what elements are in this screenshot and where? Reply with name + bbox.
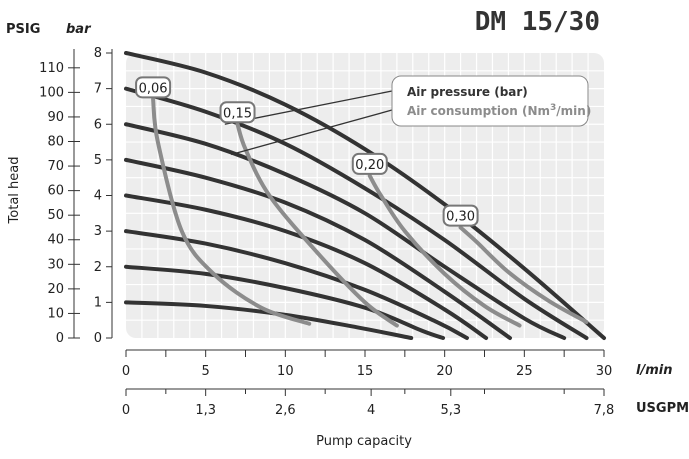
- y-psig-tick-label: 110: [39, 61, 64, 76]
- air-pressure-curve: [124, 86, 589, 340]
- consumption-tag: 0,06: [135, 76, 172, 99]
- y-unit-psig: PSIG: [6, 22, 40, 37]
- y-psig-tick-label: 30: [47, 257, 64, 272]
- x-usgpm-tick-label: 5,3: [440, 403, 461, 418]
- air-pressure-curve: [124, 157, 512, 340]
- air-consumption-curve: [235, 122, 399, 328]
- legend-air-consumption: Air consumption (Nm3/min): [407, 103, 591, 118]
- x-axis-label: Pump capacity: [316, 434, 412, 449]
- y-bar-tick-label: 7: [94, 82, 102, 97]
- consumption-tag-box: [351, 152, 388, 175]
- x-lmin-tick-label: 5: [202, 364, 210, 379]
- y-unit-bar: bar: [66, 22, 92, 37]
- x-lmin-tick-label: 20: [436, 364, 453, 379]
- air-pressure-curve: [124, 193, 489, 340]
- air-pressure-curve: [124, 122, 567, 340]
- air-consumption-curve: [151, 97, 312, 326]
- y-psig-tick-label: 70: [47, 159, 64, 174]
- consumption-tag-box: [442, 204, 479, 227]
- consumption-tag-label: 0,20: [355, 158, 384, 173]
- legend: Air pressure (bar) Air consumption (Nm3/…: [391, 75, 591, 127]
- consumption-tag-label: 0,30: [446, 210, 475, 225]
- y-axis-label: Total head: [7, 157, 22, 225]
- consumption-tag: 0,30: [442, 204, 479, 227]
- x-lmin-tick-label: 10: [277, 364, 294, 379]
- y-bar-tick-label: 4: [94, 189, 102, 204]
- y-bar-tick-label: 1: [94, 295, 102, 310]
- y-bar-tick-label: 8: [94, 46, 102, 61]
- consumption-tag-label: 0,15: [223, 106, 252, 121]
- consumption-tag: 0,15: [219, 101, 256, 124]
- y-psig-tick-label: 40: [47, 233, 64, 248]
- legend-leader-consumption: [230, 109, 393, 156]
- air-consumption-curve: [367, 173, 522, 328]
- legend-consumption-suffix: /min): [556, 104, 591, 118]
- legend-consumption-prefix: Air consumption (Nm: [407, 104, 550, 118]
- air-pressure-curves: [124, 51, 606, 340]
- legend-consumption-sup: 3: [550, 103, 556, 113]
- y-psig-tick-label: 100: [39, 85, 64, 100]
- y-psig-tick-label: 60: [47, 184, 64, 199]
- air-consumption-curves: [151, 97, 589, 328]
- y-psig-tick-label: 50: [47, 208, 64, 223]
- y-bar-tick-label: 3: [94, 224, 102, 239]
- y-bar-tick-label: 6: [94, 117, 102, 132]
- y-psig-tick-label: 20: [47, 282, 64, 297]
- air-pressure-curve: [124, 51, 606, 340]
- x-unit-lmin: l/min: [636, 363, 672, 378]
- x-usgpm-tick-label: 1,3: [195, 403, 216, 418]
- y-bar-tick-label: 2: [94, 260, 102, 275]
- y-psig-tick-label: 90: [47, 110, 64, 125]
- x-lmin-tick-label: 30: [596, 364, 613, 379]
- x-lmin-tick-label: 15: [357, 364, 374, 379]
- y-bar-tick-label: 0: [94, 331, 102, 346]
- air-pressure-curve: [124, 264, 446, 340]
- x-lmin-tick-label: 0: [122, 364, 130, 379]
- air-pressure-curve: [124, 229, 469, 340]
- y-bar-tick-label: 5: [94, 153, 102, 168]
- chart-title: DM 15/30: [475, 7, 600, 37]
- y-psig-tick-label: 10: [47, 306, 64, 321]
- y-psig-tick-label: 0: [56, 331, 64, 346]
- x-usgpm-tick-label: 4: [367, 403, 375, 418]
- consumption-tag-label: 0,06: [139, 81, 168, 96]
- consumption-tag-box: [219, 101, 256, 124]
- x-usgpm-tick-label: 2,6: [275, 403, 296, 418]
- consumption-tag-box: [135, 76, 172, 99]
- air-consumption-curve: [458, 225, 589, 324]
- legend-air-pressure: Air pressure (bar): [407, 85, 528, 99]
- legend-box: [391, 75, 589, 127]
- x-lmin-tick-label: 25: [516, 364, 533, 379]
- y-psig-tick-label: 80: [47, 134, 64, 149]
- x-unit-usgpm: USGPM: [636, 401, 689, 416]
- consumption-tags: 0,06 0,15 0,20 0,30: [135, 76, 479, 227]
- consumption-tag: 0,20: [351, 152, 388, 175]
- x-usgpm-tick-label: 0: [122, 403, 130, 418]
- x-usgpm-tick-label: 7,8: [594, 403, 615, 418]
